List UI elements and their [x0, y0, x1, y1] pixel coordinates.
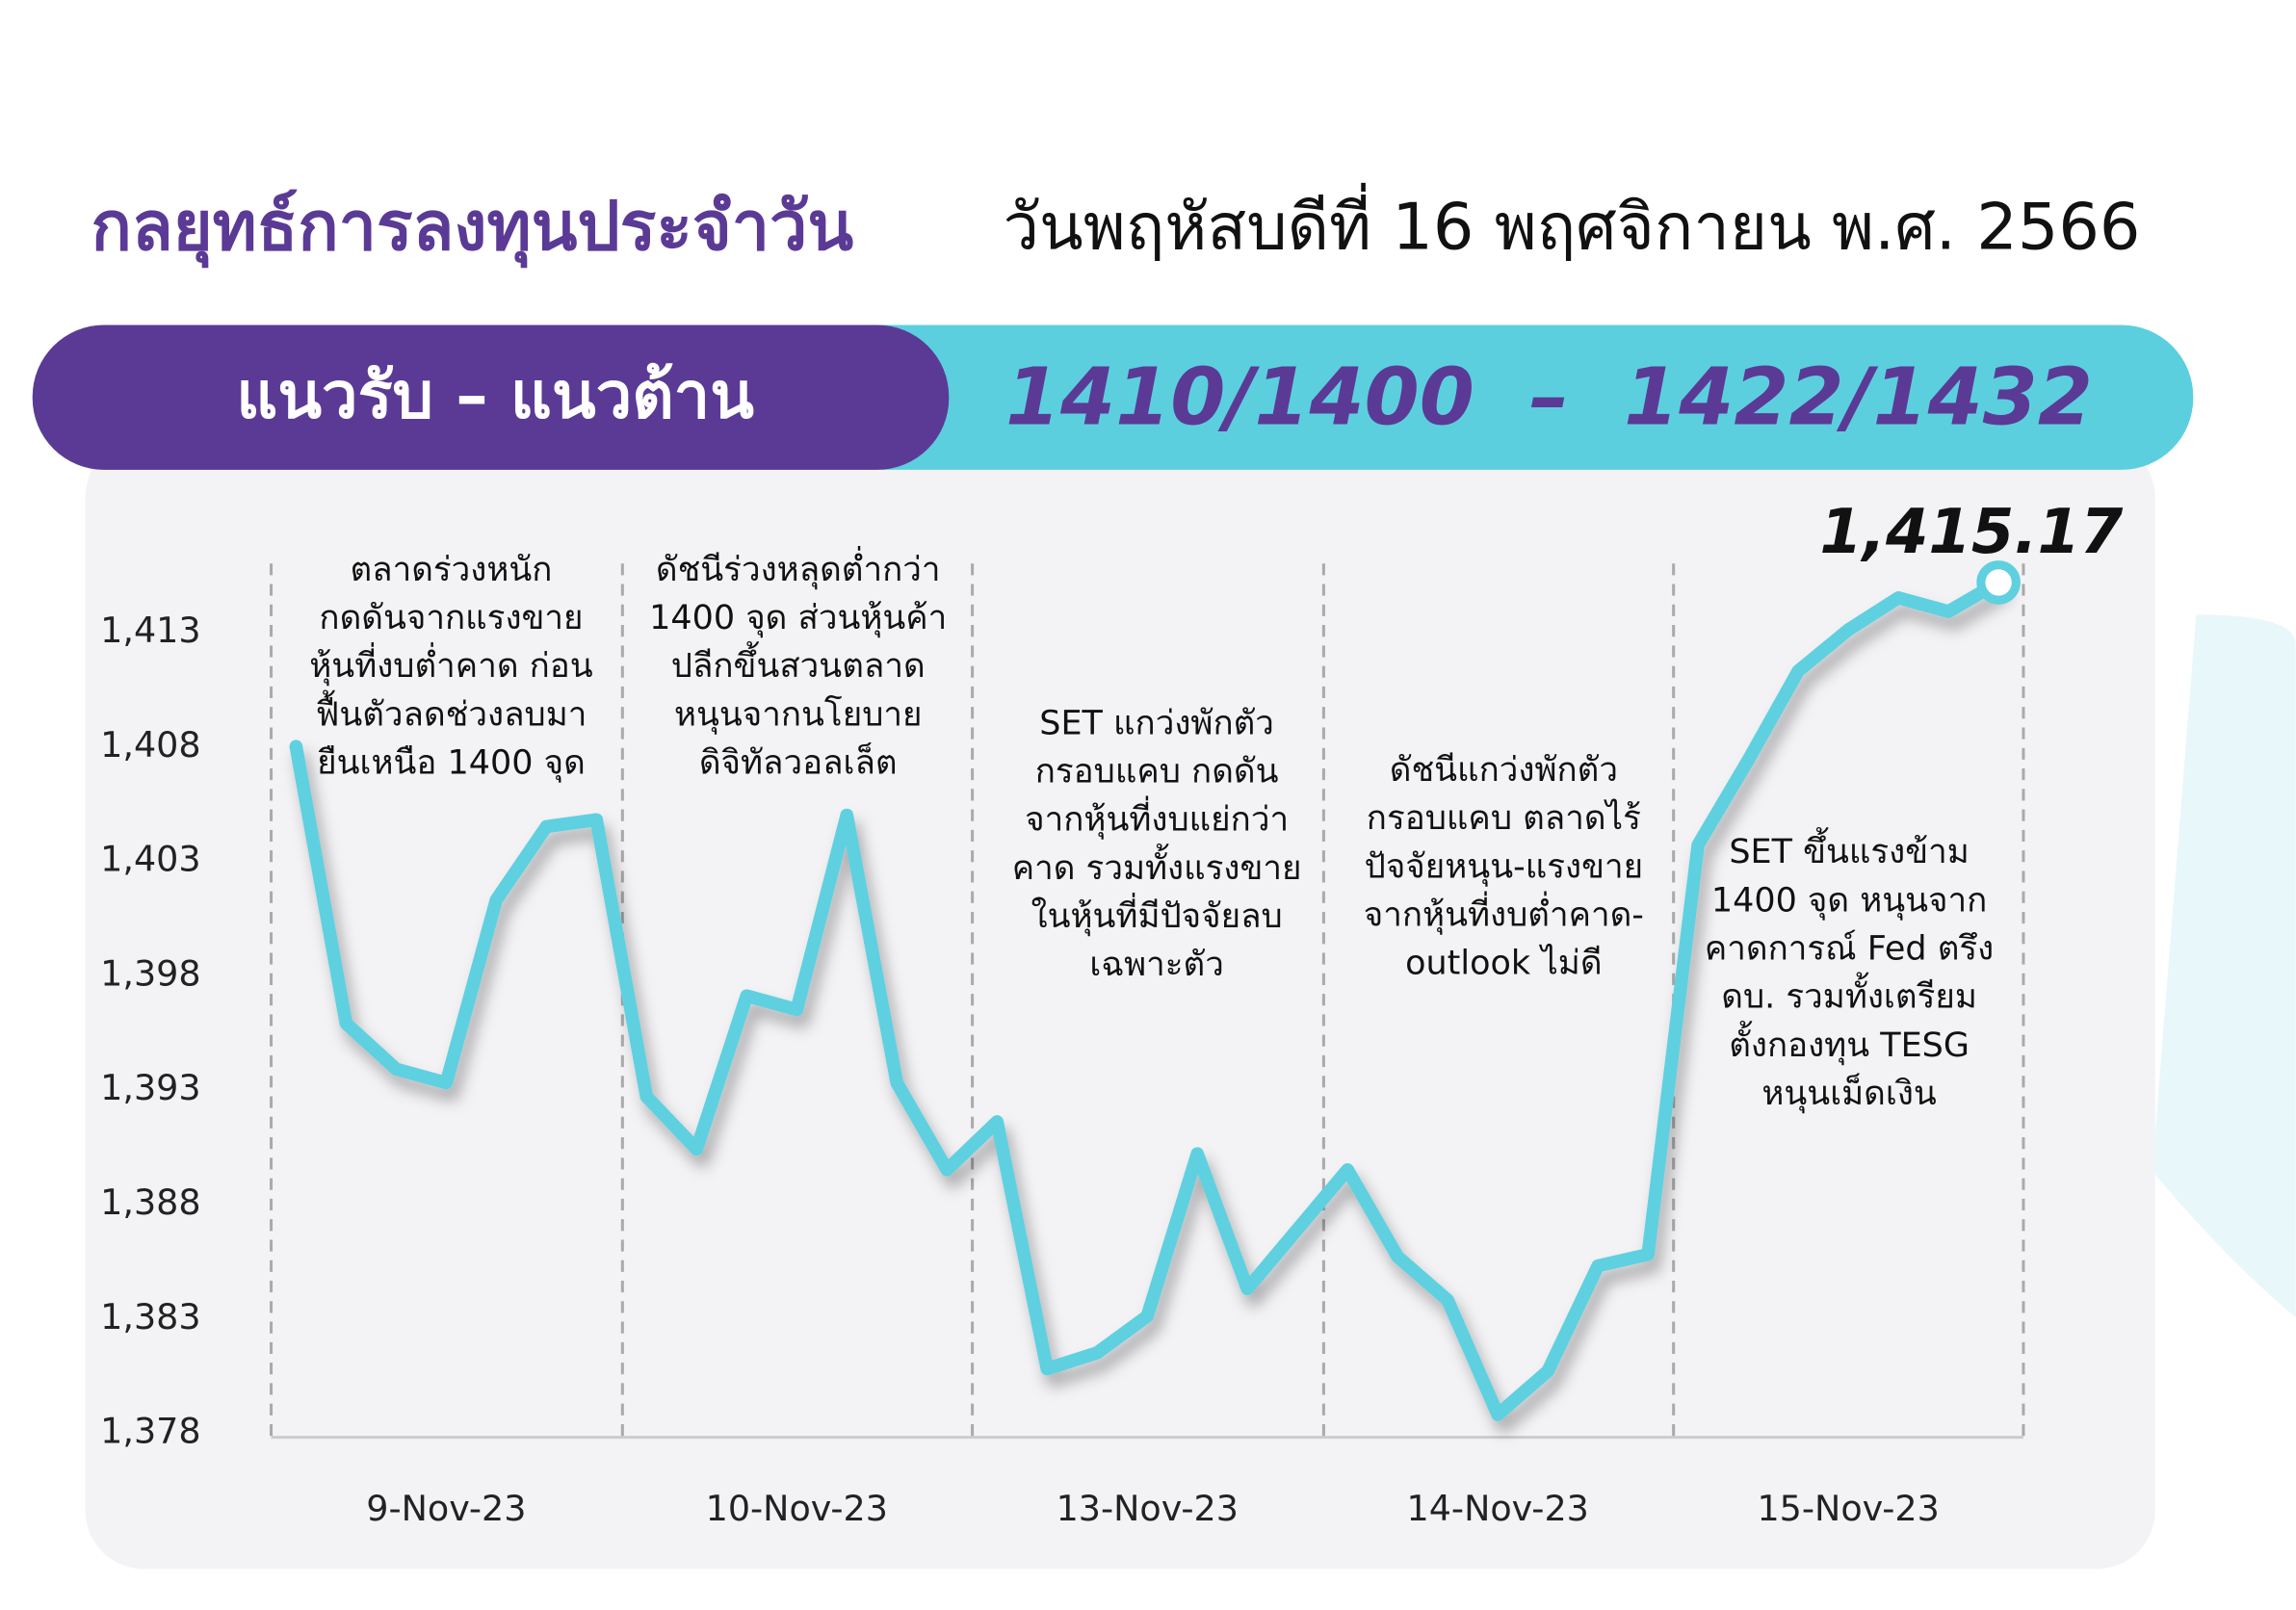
annotation: ปลีกขึ้นสวนตลาด — [671, 641, 926, 686]
y-tick-label: 1,398 — [100, 952, 200, 994]
y-tick-label: 1,393 — [100, 1067, 200, 1108]
annotation: หนุนจากนโยบาย — [674, 694, 923, 734]
y-tick-label: 1,403 — [100, 839, 200, 880]
annotation: จากหุ้นที่งบต่ำคาด- — [1364, 892, 1644, 935]
annotation: กรอบแคบ ตลาดไร้ — [1367, 798, 1641, 838]
x-tick-label: 15-Nov-23 — [1757, 1488, 1939, 1529]
annotation: ดัชนีร่วงหลุดต่ำกว่า — [656, 546, 941, 589]
annotation: เฉพาะตัว — [1089, 946, 1224, 984]
annotation: กรอบแคบ กดดัน — [1035, 753, 1279, 792]
annotation: จากหุ้นที่งบแย่กว่า — [1025, 796, 1289, 840]
annotation: ยืนเหนือ 1400 จุด — [317, 743, 586, 782]
annotation: ในหุ้นที่มีปัจจัยลบ — [1031, 893, 1283, 936]
annotation: SET แกว่งพักตัว — [1039, 704, 1274, 742]
x-tick-label: 14-Nov-23 — [1407, 1488, 1589, 1529]
point — [1976, 560, 2021, 605]
annotation: outlook ไม่ดี — [1405, 944, 1602, 983]
y-tick-label: 1,408 — [100, 724, 200, 766]
y-tick-label: 1,378 — [100, 1411, 200, 1452]
annotation: ตลาดร่วงหนัก — [350, 551, 552, 589]
annotation: ตั้งกองทุน TESG — [1729, 1021, 1970, 1065]
dividers — [270, 563, 2025, 1438]
y-tick-label: 1,413 — [100, 610, 200, 651]
value-label: 1,415.17 — [1819, 497, 2124, 568]
title: กลยุทธ์การลงทุนประจำวัน — [91, 188, 854, 269]
y-tick-label: 1,383 — [100, 1296, 200, 1337]
annotation: คาดการณ์ Fed ตรึง — [1705, 929, 1994, 968]
band-label: แนวรับ – แนวต้าน — [236, 358, 754, 433]
annotation: หุ้นที่งบต่ำคาด ก่อน — [309, 642, 593, 686]
annotation: ปัจจัยหนุน-แรงขาย — [1365, 847, 1643, 886]
background-decoration — [2152, 614, 2296, 1317]
band-left — [32, 325, 950, 470]
line — [289, 576, 2005, 1421]
x-tick-label: 9-Nov-23 — [366, 1488, 526, 1529]
date: วันพฤหัสบดีที่ 16 พฤศจิกายน พ.ศ. 2566 — [1004, 183, 2141, 265]
annotation: ฟื้นตัวลดช่วงลบมา — [316, 689, 587, 734]
annotation: 1400 จุด ส่วนหุ้นค้า — [649, 599, 947, 637]
x-tick-label: 10-Nov-23 — [706, 1488, 888, 1529]
annotation: ดบ. รวมทั้งเตรียม — [1721, 973, 1977, 1017]
annotation: ดัชนีแกว่งพักตัว — [1390, 751, 1618, 790]
annotation: คาด รวมทั้งแรงขาย — [1012, 844, 1302, 888]
annotation: ดิจิทัลวอลเล็ต — [699, 741, 898, 782]
band-value: 1410/1400 – 1422/1432 — [1005, 351, 2093, 443]
annotation: หนุนเม็ดเงิน — [1761, 1073, 1937, 1113]
chart-card — [85, 439, 2155, 1570]
annotation: กดดันจากแรงขาย — [319, 599, 583, 637]
y-tick-label: 1,388 — [100, 1182, 200, 1223]
x-tick-label: 13-Nov-23 — [1057, 1488, 1239, 1529]
annotation: SET ขึ้นแรงข้าม — [1729, 827, 1969, 871]
annotation: 1400 จุด หนุนจาก — [1711, 881, 1987, 920]
